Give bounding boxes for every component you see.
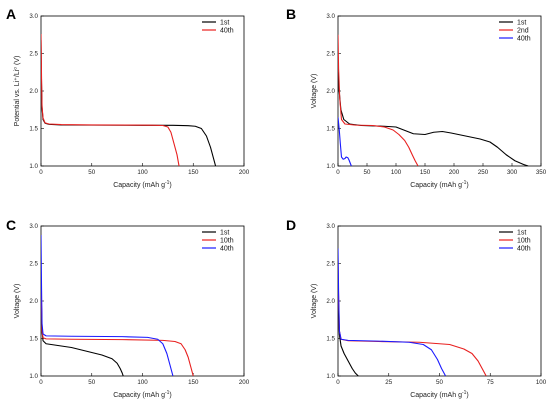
y-tick-label: 2.0 [326,298,335,305]
series-line-1st [41,285,124,376]
x-tick-label: 0 [336,379,340,386]
x-tick-label: 25 [385,379,392,386]
x-tick-label: 150 [188,169,199,176]
y-tick-label: 2.5 [326,261,335,268]
y-tick-label: 2.5 [29,261,38,268]
y-tick-label: 3.0 [326,223,335,230]
legend-entry: 1st [517,229,526,236]
chart-panel-d: D 0 25 50 75 100 1.0 1.5 2.0 2.5 3.0 Capacity (mAh … [286,217,547,399]
x-tick-label: 350 [536,169,547,176]
x-tick-label: 0 [336,169,340,176]
y-tick-label: 3.0 [29,13,38,20]
y-tick-label: 3.0 [326,13,335,20]
legend-entry: 1st [220,19,229,26]
y-tick-label: 2.5 [29,51,38,58]
y-tick-label: 1.0 [29,373,38,380]
x-tick-label: 150 [420,169,431,176]
x-tick-label: 200 [239,169,250,176]
y-tick-label: 1.5 [326,336,335,343]
panel-letter: D [286,217,296,233]
y-tick-label: 2.0 [326,88,335,95]
series-line-2nd [338,34,419,166]
legend-entry: 10th [517,237,531,244]
x-tick-label: 50 [88,169,95,176]
legend-entry: 40th [517,245,531,252]
chart-panel-b: B 0 50 100 150 200 250 300 350 1.0 1.5 2.0 2.5 3.0 Cap… [286,6,547,189]
y-tick-label: 1.5 [29,336,38,343]
series-line-10th [41,278,194,376]
x-tick-label: 50 [364,169,371,176]
chart-panel-c: C 0 50 100 150 200 1.0 1.5 2.0 2.5 3.0 Capacity (mA… [6,217,250,399]
legend-entry: 1st [220,229,229,236]
y-axis-label: Voltage (V) [14,284,21,319]
series-line-10th [338,259,487,376]
y-tick-label: 1.5 [326,126,335,133]
y-tick-label: 3.0 [29,223,38,230]
x-tick-label: 0 [39,169,43,176]
panel-letter: B [286,6,296,22]
x-tick-label: 250 [478,169,489,176]
y-tick-label: 1.0 [326,163,335,170]
x-axis-label: Capacity (mAh g-1) [113,180,172,189]
y-tick-label: 2.0 [29,88,38,95]
legend-entry: 1st [517,19,526,26]
x-tick-label: 200 [239,379,250,386]
series-line-40th [41,33,180,166]
legend-entry: 10th [220,237,234,244]
legend-entry: 40th [220,27,234,34]
y-axis-label: Potential vs. Li⁺/Li⁰ (V) [13,56,21,127]
series-line-40th [41,234,174,376]
panel-letter: C [6,217,16,233]
y-tick-label: 1.0 [326,373,335,380]
legend-entry: 40th [517,35,531,42]
plot-frame [40,15,245,167]
series-line-1st [338,72,529,166]
y-tick-label: 1.0 [29,163,38,170]
x-tick-label: 100 [137,169,148,176]
x-tick-label: 50 [88,379,95,386]
x-axis-label: Capacity (mAh g-1) [410,180,469,189]
x-tick-label: 100 [391,169,402,176]
series-line-40th [338,248,447,376]
series-line-40th [338,117,352,166]
y-tick-label: 2.5 [326,51,335,58]
series-line-1st [41,39,217,166]
panel-letter: A [6,6,16,22]
x-tick-label: 200 [449,169,460,176]
x-tick-label: 100 [137,379,148,386]
x-tick-label: 300 [507,169,518,176]
y-axis-label: Voltage (V) [311,74,318,109]
x-tick-label: 75 [487,379,494,386]
x-axis-label: Capacity (mAh g-1) [410,390,469,399]
series-line-1st [338,293,359,376]
x-axis-label: Capacity (mAh g-1) [113,390,172,399]
x-tick-label: 50 [436,379,443,386]
x-tick-label: 0 [39,379,43,386]
y-tick-label: 1.5 [29,126,38,133]
x-tick-label: 150 [188,379,199,386]
x-tick-label: 100 [536,379,547,386]
legend-entry: 2nd [517,27,529,34]
chart-panel-a: A 0 50 100 150 200 1.0 1.5 2.0 2.5 3.0 Capacity (mA… [6,6,250,189]
y-axis-label: Voltage (V) [311,284,318,319]
legend-entry: 40th [220,245,234,252]
y-tick-label: 2.0 [29,298,38,305]
